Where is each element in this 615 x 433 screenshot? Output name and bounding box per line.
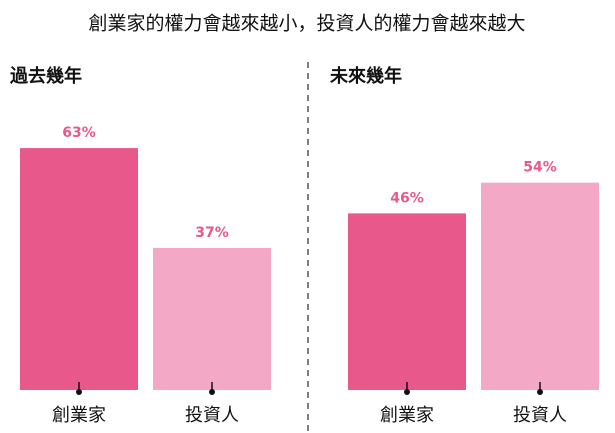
category-label: 投資人 <box>185 405 239 426</box>
tick-dot <box>537 389 543 395</box>
value-label: 63% <box>62 125 96 141</box>
bar <box>20 148 138 390</box>
page-title: 創業家的權力會越來越小，投資人的權力會越來越大 <box>88 13 525 35</box>
category-label: 投資人 <box>513 405 567 426</box>
value-label: 46% <box>390 190 424 206</box>
tick-dot <box>76 389 82 395</box>
tick-dot <box>209 389 215 395</box>
bar <box>481 182 599 390</box>
value-label: 37% <box>195 225 229 241</box>
category-label: 創業家 <box>380 405 434 426</box>
category-label: 創業家 <box>52 405 106 426</box>
section-title: 未來幾年 <box>330 65 402 87</box>
bar <box>153 247 271 390</box>
section-title: 過去幾年 <box>10 65 82 87</box>
tick-dot <box>404 389 410 395</box>
value-label: 54% <box>523 160 557 176</box>
bar <box>348 213 466 390</box>
